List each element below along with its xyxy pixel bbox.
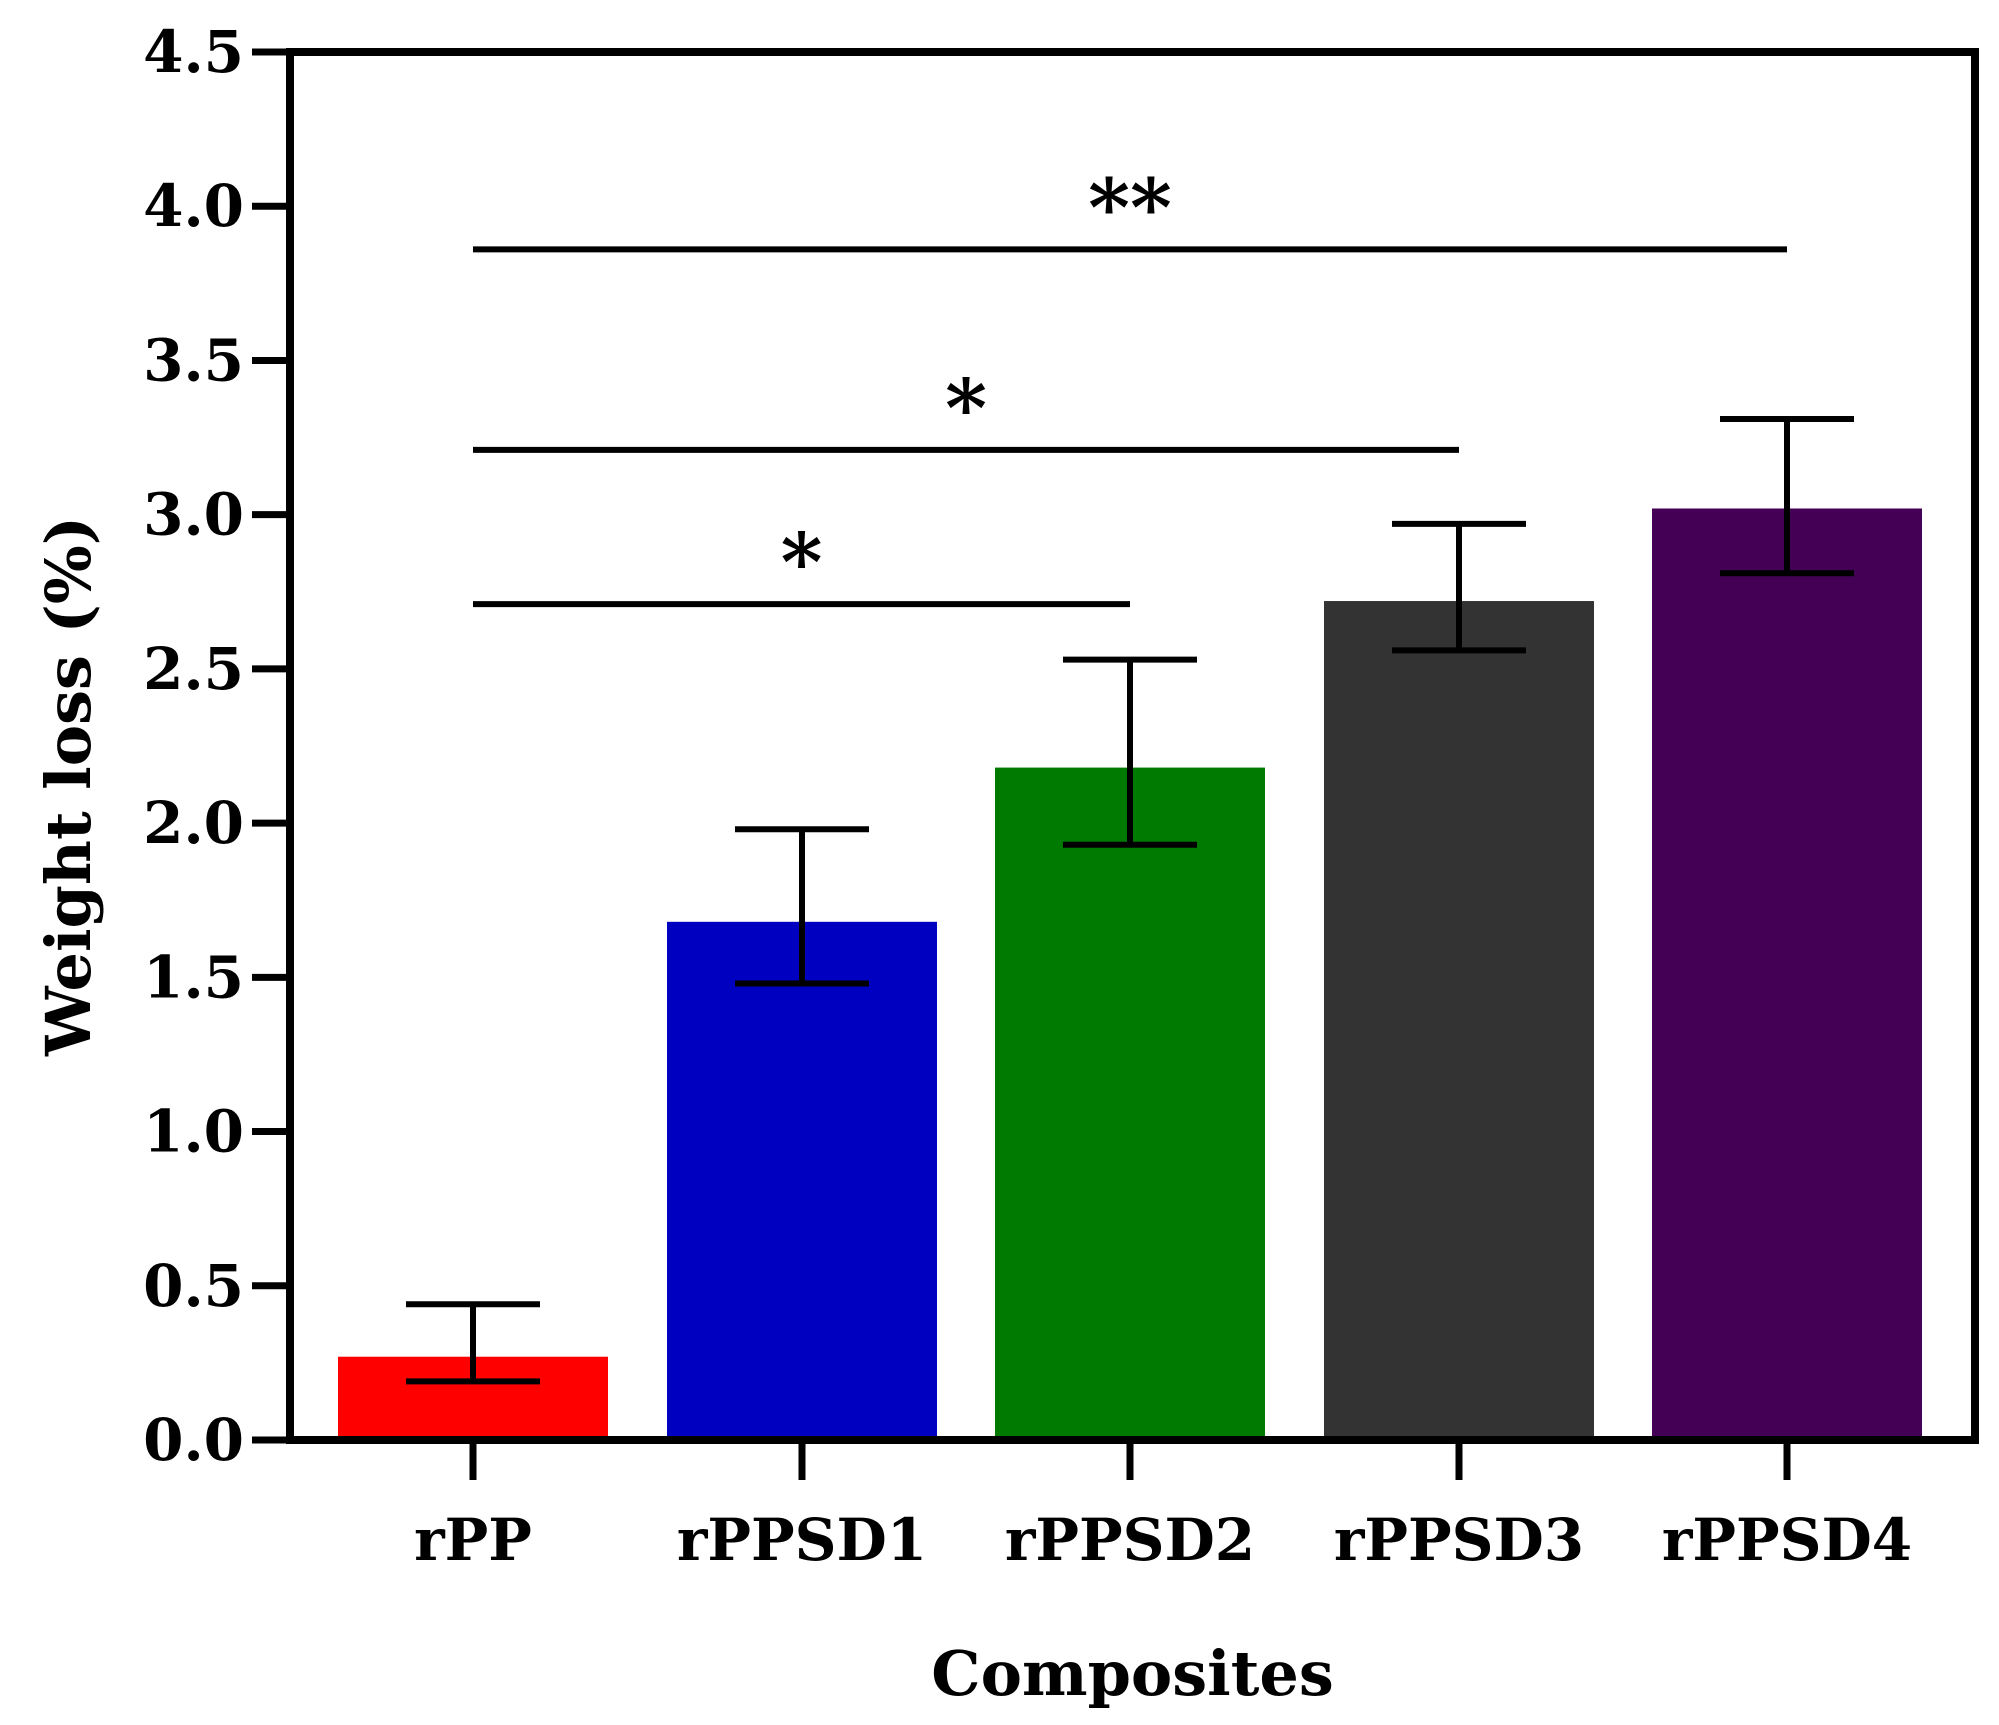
x-tick-label-rPPSD1: rPPSD1: [677, 1506, 927, 1574]
bar-rPPSD3: [1324, 601, 1594, 1436]
y-tick-label-4.0: 4.0: [143, 172, 244, 240]
error-bars: [406, 416, 1854, 1385]
significance-brackets: ****: [473, 160, 1787, 609]
x-tick-label-rPPSD4: rPPSD4: [1662, 1506, 1912, 1574]
bars: [338, 508, 1922, 1436]
x-tick-label-rPP: rPP: [414, 1506, 532, 1574]
significance-label-3: **: [1088, 160, 1172, 254]
significance-label-2: *: [945, 361, 987, 455]
y-axis-title: Weight loss (%): [32, 516, 105, 1057]
y-tick-label-3.5: 3.5: [143, 326, 244, 394]
x-tick-label-rPPSD2: rPPSD2: [1005, 1506, 1255, 1574]
bar-rPPSD2: [995, 767, 1265, 1436]
x-axis: rPP rPPSD1 rPPSD2 rPPSD3 rPPSD4: [414, 1440, 1912, 1574]
y-tick-label-1.0: 1.0: [143, 1098, 244, 1166]
y-tick-label-4.5: 4.5: [143, 18, 244, 86]
y-tick-label-3.0: 3.0: [143, 481, 244, 549]
y-tick-label-0.0: 0.0: [143, 1406, 244, 1474]
x-tick-label-rPPSD3: rPPSD3: [1334, 1506, 1584, 1574]
y-tick-label-1.5: 1.5: [143, 943, 244, 1011]
bar-rPPSD4: [1652, 508, 1922, 1436]
significance-label-1: *: [781, 515, 823, 609]
bar-rPPSD1: [667, 921, 937, 1436]
y-tick-label-2.5: 2.5: [143, 635, 244, 703]
x-axis-title: Composites: [931, 1637, 1333, 1710]
y-tick-label-0.5: 0.5: [143, 1252, 244, 1320]
y-tick-label-2.0: 2.0: [143, 789, 244, 857]
y-axis: 0.0 0.5 1.0 1.5 2.0 2.5 3.0 3.5 4.0 4.5: [143, 18, 290, 1474]
